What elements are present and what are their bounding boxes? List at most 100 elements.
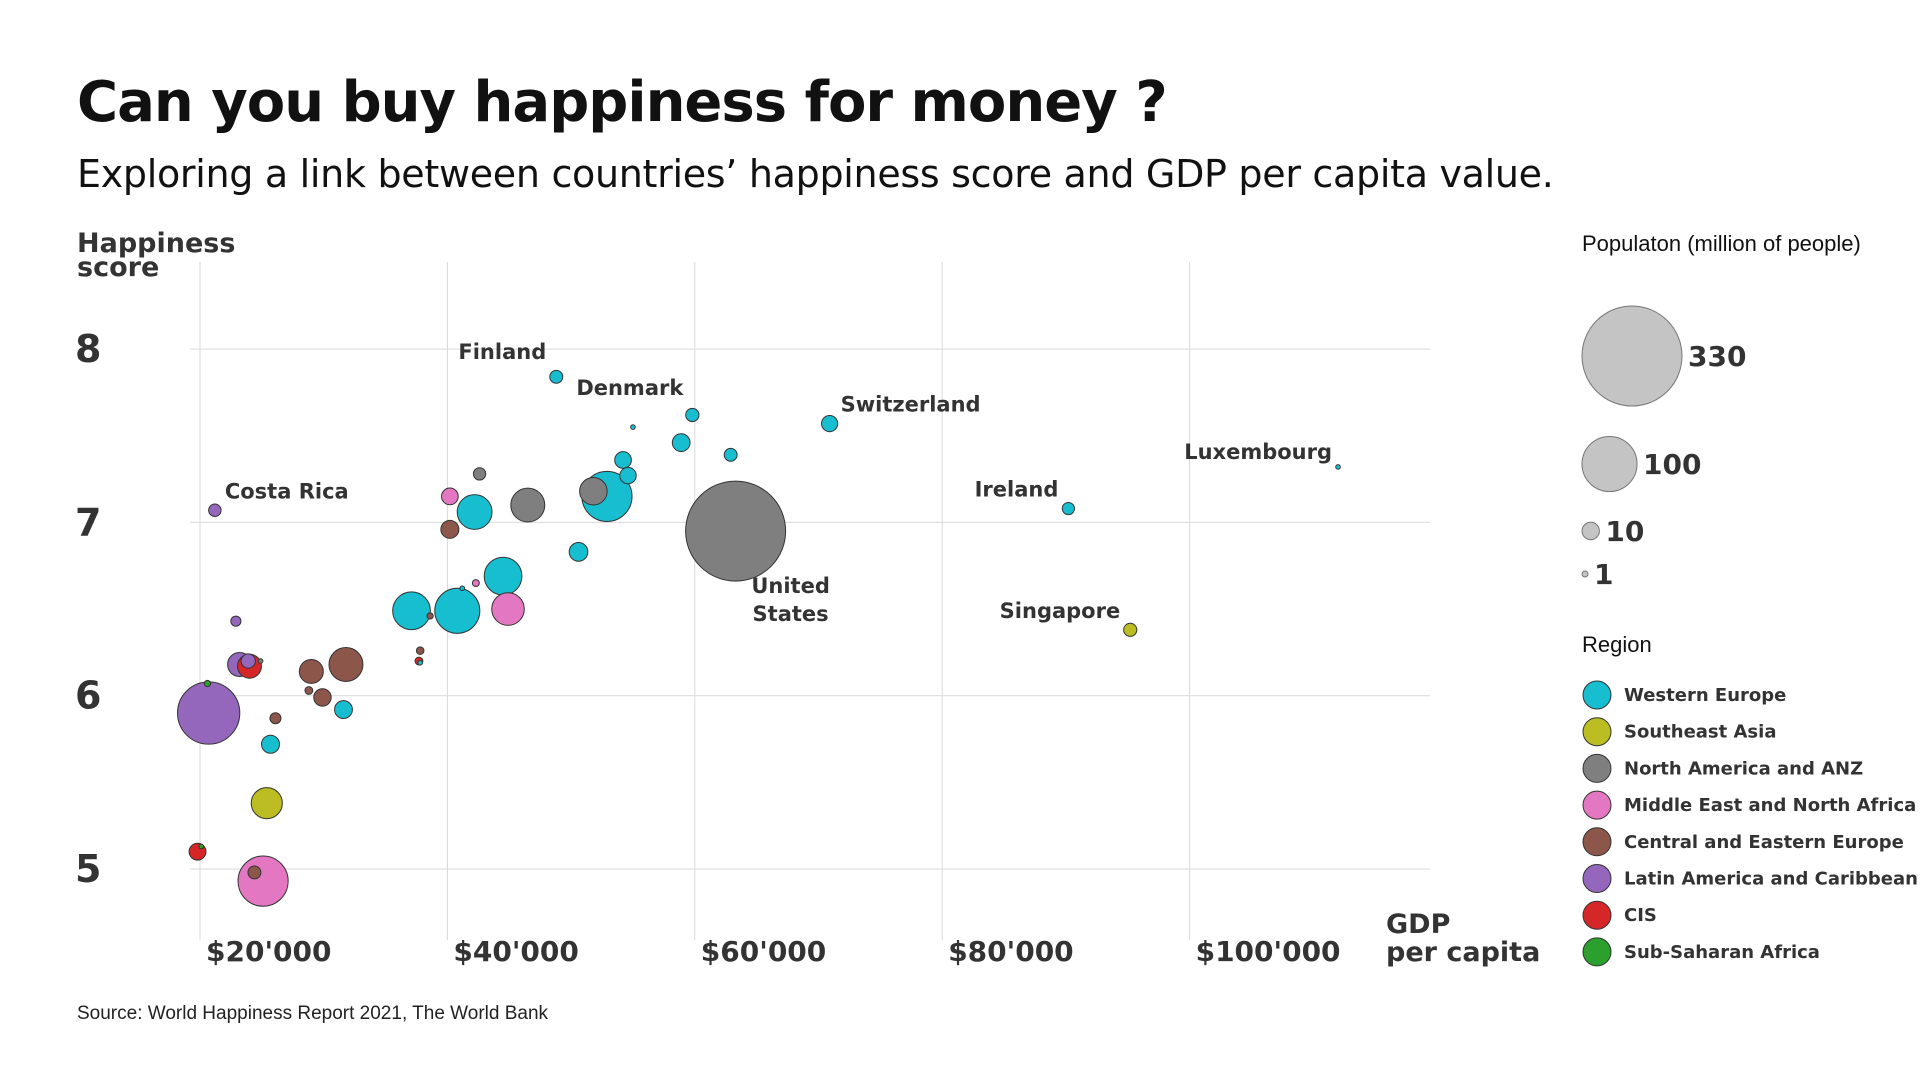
size-legend: 330 100 10 1 [1581,305,1746,591]
bubble[interactable] [491,592,525,626]
y-axis-title-line-1: Happiness [77,228,235,259]
region-legend-label: Central and Eastern Europe [1624,832,1904,853]
size-legend-circle [1581,305,1683,407]
region-legend-label: Middle East and North Africa [1624,795,1916,816]
chart-subtitle: Exploring a link between countries’ happ… [77,152,1554,196]
x-tick-label: $20'000 [206,935,331,968]
region-legend-label: Western Europe [1624,685,1786,706]
country-label: States [753,602,829,626]
bubble[interactable] [230,615,242,627]
bubble[interactable] [568,542,589,562]
bubble[interactable] [614,451,632,469]
bubble[interactable] [237,855,289,907]
bubble[interactable] [671,433,691,453]
bubble[interactable] [1335,464,1341,470]
country-label: Luxembourg [1184,440,1332,464]
bubble[interactable] [434,587,481,634]
bubble[interactable] [630,424,636,430]
region-legend-label: CIS [1624,905,1657,926]
bubble[interactable] [240,653,256,669]
y-tick-label: 5 [75,847,101,891]
bubble[interactable] [261,734,281,754]
region-legend-swatch [1582,790,1612,820]
region-legend-swatch [1582,680,1612,710]
region-legend-swatch [1582,717,1612,747]
bubble[interactable] [208,503,222,517]
bubble[interactable] [510,487,546,523]
size-legend-circle [1581,435,1638,493]
bubble[interactable] [426,612,434,620]
x-tick-label: $40'000 [453,935,578,968]
bubble[interactable] [459,585,466,592]
bubble[interactable] [417,659,423,666]
bubble[interactable] [723,447,738,462]
size-legend-label: 1 [1594,558,1613,591]
bubble[interactable] [472,467,487,481]
y-tick-label: 6 [75,674,101,718]
bubble[interactable] [257,658,264,664]
grid-lines [190,262,1430,940]
x-tick-label: $80'000 [948,935,1073,968]
region-legend-label: Latin America and Caribbean [1624,869,1918,890]
country-label: Costa Rica [225,479,349,503]
bubble[interactable] [313,688,332,707]
bubble[interactable] [304,686,314,695]
y-tick-label: 8 [75,327,101,371]
y-axis-title-line-2: score [77,252,159,283]
bubble[interactable] [334,700,353,719]
bubble[interactable] [298,658,324,684]
x-axis-title-line-1: GDP [1386,909,1450,940]
region-legend-title: Region [1582,632,1652,657]
region-legend-swatch [1582,864,1612,893]
bubble[interactable] [483,556,523,596]
bubble[interactable] [415,646,425,655]
bubble[interactable] [177,681,241,745]
country-label: Finland [458,340,546,364]
bubble[interactable] [440,519,460,539]
bubble[interactable] [203,679,212,688]
bubble[interactable] [456,494,493,530]
bubble[interactable] [441,487,459,506]
country-label: Denmark [576,376,684,400]
region-legend-swatch [1582,827,1612,857]
region-legend-label: North America and ANZ [1624,758,1863,779]
x-tick-labels: $20'000 $40'000 $60'000 $80'000 $100'000 [206,935,1341,968]
x-tick-label: $100'000 [1196,935,1341,968]
bubble[interactable] [250,787,283,820]
size-legend-circle [1581,570,1589,578]
country-label: United [751,574,830,598]
country-label: Ireland [975,478,1059,502]
country-labels: Finland Denmark Switzerland Luxembourg Irela… [225,340,1332,626]
source-note: Source: World Happiness Report 2021, The… [77,1003,549,1024]
bubble[interactable] [328,647,364,682]
size-legend-label: 10 [1605,515,1644,548]
bubble[interactable] [198,843,205,850]
region-legend-swatch [1582,900,1612,930]
bubble[interactable] [1061,501,1075,516]
region-legend-swatch [1582,753,1612,783]
region-legend-label: Southeast Asia [1624,722,1776,743]
region-legend: Western Europe Southeast Asia North Americ… [1582,680,1918,967]
bubble[interactable] [247,865,262,880]
bubble[interactable] [471,579,480,588]
size-legend-circle [1581,521,1600,541]
country-label: Switzerland [841,393,981,417]
x-axis-title-line-2: per capita [1386,937,1540,968]
size-legend-title: Populaton (million of people) [1582,231,1861,256]
chart-title: Can you buy happiness for money ? [77,70,1168,135]
bubble[interactable] [821,415,839,433]
bubble[interactable] [685,480,787,582]
y-tick-label: 7 [75,500,101,544]
y-tick-labels: 5 6 7 8 [75,327,101,891]
bubble[interactable] [579,476,608,506]
bubble[interactable] [1123,622,1138,637]
bubble[interactable] [619,466,637,485]
x-tick-label: $60'000 [701,935,826,968]
bubble[interactable] [685,407,700,423]
bubble[interactable] [392,591,431,631]
country-label: Singapore [1000,599,1121,623]
region-legend-label: Sub-Saharan Africa [1624,942,1820,963]
bubble[interactable] [549,369,564,384]
bubble[interactable] [269,712,282,725]
